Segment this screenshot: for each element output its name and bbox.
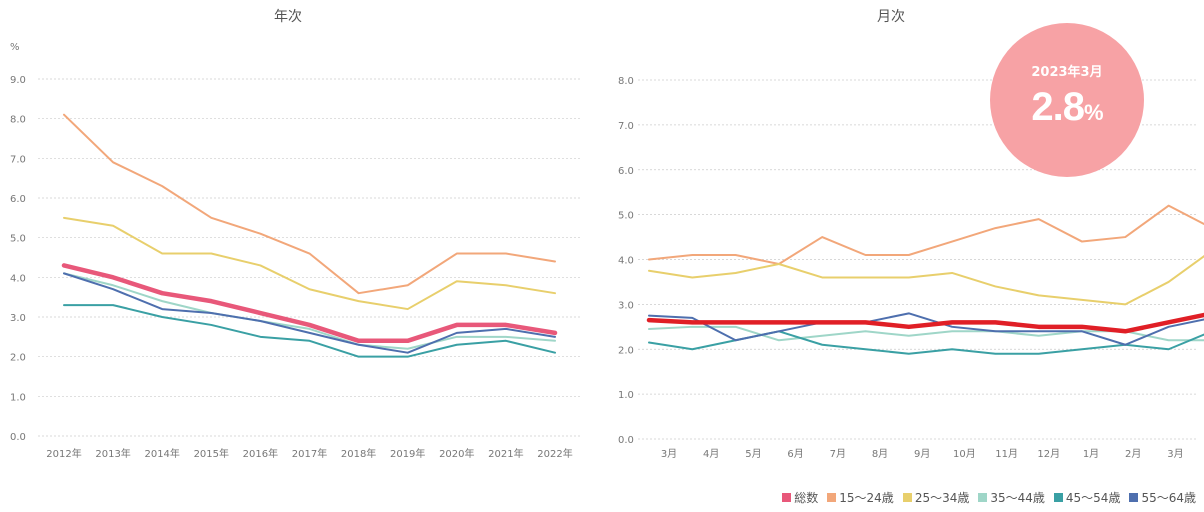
y-tick-label: 2.0: [10, 353, 26, 364]
badge-value: 2.8%: [990, 85, 1144, 130]
x-tick-label: 2021年: [488, 447, 523, 460]
x-tick-label: 2013年: [95, 447, 130, 460]
legend-item: 45～54歳: [1053, 489, 1121, 506]
y-tick-label: 8.0: [618, 76, 634, 87]
x-tick-label: 12月: [1037, 448, 1060, 460]
badge-date: 2023年3月: [1031, 65, 1103, 80]
y-tick-label: 3.0: [10, 313, 26, 324]
x-tick-label: 7月: [830, 448, 846, 460]
legend-label: 25～34歳: [914, 491, 970, 505]
legend-label: 55～64歳: [1141, 491, 1196, 505]
y-tick-label: 4.0: [10, 273, 26, 284]
legend-item: 35～44歳: [978, 489, 1045, 506]
legend-swatch: [782, 493, 792, 502]
chart-legend: 総数 15～24歳 25～34歳 35～44歳 45～54歳 55～64歳: [782, 489, 1196, 506]
annual-y-axis-label: %: [10, 42, 20, 53]
x-tick-label: 11月: [995, 448, 1018, 460]
series-line-25-34: [648, 255, 1204, 306]
y-tick-label: 2.0: [618, 345, 634, 356]
x-tick-label: 10月: [953, 448, 976, 460]
x-tick-label: 3月: [661, 448, 677, 460]
series-line-15-24: [648, 204, 1204, 265]
x-tick-label: 2020年: [439, 447, 474, 460]
y-tick-label: 6.0: [10, 194, 26, 205]
y-tick-label: 3.0: [618, 300, 634, 311]
legend-swatch: [1129, 493, 1139, 502]
badge-unit: %: [1084, 100, 1104, 125]
x-tick-label: 2014年: [144, 447, 179, 460]
x-tick-label: 5月: [745, 448, 761, 460]
x-tick-label: 4月: [703, 448, 719, 460]
y-tick-label: 9.0: [10, 75, 26, 86]
legend-label: 15～24歳: [839, 491, 894, 505]
y-tick-label: 0.0: [618, 435, 634, 446]
latest-rate-badge: 2023年3月 2.8%: [990, 23, 1144, 177]
x-tick-label: 2019年: [390, 447, 425, 460]
x-tick-label: 8月: [872, 448, 888, 460]
y-tick-label: 0.0: [10, 432, 26, 443]
x-tick-label: 2017年: [292, 447, 327, 460]
y-tick-label: 5.0: [10, 234, 26, 245]
annual-chart-title: 年次: [274, 9, 302, 25]
y-tick-label: 8.0: [10, 115, 26, 126]
y-tick-label: 7.0: [10, 154, 26, 165]
legend-item: 25～34歳: [902, 489, 970, 506]
legend-swatch: [1053, 493, 1063, 502]
legend-swatch: [902, 493, 912, 502]
y-tick-label: 4.0: [618, 256, 634, 267]
legend-swatch: [827, 493, 837, 502]
badge-number: 2.8: [1031, 85, 1085, 129]
x-tick-label: 2018年: [341, 447, 376, 460]
y-tick-label: 7.0: [618, 121, 634, 132]
series-line-25-34: [63, 216, 556, 311]
legend-item: 55～64歳: [1129, 489, 1196, 506]
monthly-chart-title: 月次: [877, 9, 905, 25]
x-tick-label: 1月: [1083, 448, 1099, 460]
y-tick-label: 1.0: [618, 390, 634, 401]
x-tick-label: 2月: [1125, 448, 1141, 460]
series-line-55-64: [648, 312, 1204, 346]
legend-item: 15～24歳: [827, 489, 894, 506]
x-tick-label: 2012年: [46, 447, 81, 460]
x-tick-label: 2016年: [243, 447, 278, 460]
series-line-35-44: [63, 272, 556, 350]
y-tick-label: 1.0: [10, 392, 26, 403]
y-tick-label: 6.0: [618, 166, 634, 177]
x-tick-label: 9月: [914, 448, 930, 460]
series-line-15-24: [63, 113, 556, 295]
y-tick-label: 5.0: [618, 211, 634, 222]
legend-item: 総数: [782, 489, 818, 506]
x-tick-label: 6月: [787, 448, 803, 460]
series-line-55-64: [63, 272, 556, 354]
series-line-total: [646, 312, 1204, 334]
legend-label: 総数: [794, 491, 819, 505]
legend-label: 35～44歳: [990, 491, 1045, 505]
series-line-45-54: [63, 304, 556, 358]
annual-line-chart: % 0.0 1.0 2.0 3.0 4.0 5.0 6.0 7.0 8.0 9.0 2012年 201…: [10, 42, 580, 460]
legend-swatch: [978, 493, 988, 502]
x-tick-label: 2015年: [194, 447, 229, 460]
legend-label: 45～54歳: [1065, 491, 1121, 505]
x-tick-label: 3月: [1167, 448, 1183, 460]
x-tick-label: 2022年: [537, 447, 572, 460]
series-line-total: [61, 263, 558, 344]
